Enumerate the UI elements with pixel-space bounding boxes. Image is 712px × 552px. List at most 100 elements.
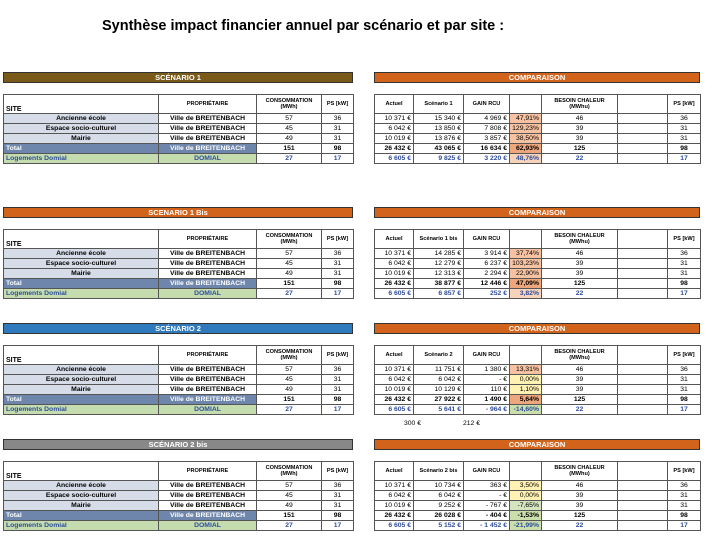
actuel-cost: 26 432 €	[374, 278, 414, 289]
site-table: SITE PROPRIÉTAIRE CONSOMMATION (MWh) PS [kW…	[3, 94, 354, 164]
heat-need: 22	[541, 288, 618, 299]
gain-percent: 62,93%	[509, 143, 542, 154]
spacer	[617, 480, 668, 491]
consumption: 57	[256, 364, 322, 375]
scenario-cost: 14 285 €	[413, 248, 464, 259]
gain-value: - 964 €	[463, 404, 510, 415]
power: 31	[667, 268, 701, 279]
table-row: Espace socio-culturel Ville de BREITENBAC…	[3, 490, 354, 501]
site-table-header: SITE PROPRIÉTAIRE CONSOMMATION (MWh) PS [kW…	[3, 345, 354, 365]
owner: Ville de BREITENBACH	[158, 143, 257, 154]
scenario-cost: 38 877 €	[413, 278, 464, 289]
spacer	[617, 268, 668, 279]
consumption: 151	[256, 510, 322, 521]
owner: DOMIAL	[158, 520, 257, 531]
table-row: Mairie Ville de BREITENBACH 49 31	[3, 268, 354, 279]
site-name: Mairie	[3, 500, 159, 511]
power: 98	[667, 278, 701, 289]
ps-header: PS [kW]	[321, 345, 354, 365]
spacer	[617, 258, 668, 269]
total-row: 26 432 €26 028 € - 404 € -1,53% 125 98	[374, 510, 701, 521]
consumption: 27	[256, 288, 322, 299]
spacer	[617, 500, 668, 511]
table-row: 6 042 €12 279 €6 237 €103,23% 39 31	[374, 258, 701, 269]
gain-percent: 47,09%	[509, 278, 542, 289]
heat-need: 125	[541, 143, 618, 154]
actuel-header: Actuel	[374, 345, 414, 365]
scenario-cost: 15 340 €	[413, 113, 464, 124]
scenario-cost: 6 042 €	[413, 490, 464, 501]
power: 31	[321, 500, 354, 511]
scenario-cost: 11 751 €	[413, 364, 464, 375]
gain-percent: 22,90%	[509, 268, 542, 279]
power: 98	[321, 278, 354, 289]
site-table: SITE PROPRIÉTAIRE CONSOMMATION (MWh) PS [kW…	[3, 229, 354, 299]
scenario-cost: 26 028 €	[413, 510, 464, 521]
actuel-cost: 10 371 €	[374, 364, 414, 375]
power: 31	[667, 133, 701, 144]
heat-need: 125	[541, 278, 618, 289]
spacer-header	[617, 345, 668, 365]
owner: Ville de BREITENBACH	[158, 248, 257, 259]
site-name: Espace socio-culturel	[3, 374, 159, 385]
actuel-cost: 10 371 €	[374, 113, 414, 124]
scenario-cost: 43 065 €	[413, 143, 464, 154]
power: 17	[321, 288, 354, 299]
table-row: Mairie Ville de BREITENBACH 49 31	[3, 500, 354, 511]
site-name: Logements Domial	[3, 153, 159, 164]
gain-value: 363 €	[463, 480, 510, 491]
extra-value: 212 €	[463, 420, 481, 427]
actuel-cost: 26 432 €	[374, 510, 414, 521]
actuel-cost: 10 371 €	[374, 248, 414, 259]
gain-percent: 3,82%	[509, 288, 542, 299]
site-header: SITE	[3, 229, 159, 249]
owner: Ville de BREITENBACH	[158, 113, 257, 124]
consumption: 27	[256, 520, 322, 531]
actuel-header: Actuel	[374, 461, 414, 481]
gain-value: 3 857 €	[463, 133, 510, 144]
comparison-table-header: Actuel Scénario 1 bis GAIN RCU BESOIN CHALE…	[374, 229, 701, 249]
scenario-cost: 5 641 €	[413, 404, 464, 415]
site-name: Mairie	[3, 133, 159, 144]
total-row: Total Ville de BREITENBACH 151 98	[3, 394, 354, 405]
comparaison-band: COMPARAISON	[374, 207, 700, 218]
pct-header	[509, 229, 542, 249]
table-row: 10 019 €13 876 €3 857 €38,50% 39 31	[374, 133, 701, 144]
spacer	[617, 153, 668, 164]
actuel-header: Actuel	[374, 229, 414, 249]
spacer	[617, 394, 668, 405]
spacer	[617, 374, 668, 385]
extra-value: 300 €	[404, 420, 422, 427]
scenario-cost: 12 279 €	[413, 258, 464, 269]
power: 17	[667, 288, 701, 299]
comparison-table-header: Actuel Scénario 1 GAIN RCU BESOIN CHALEUR (…	[374, 94, 701, 114]
owner: Ville de BREITENBACH	[158, 394, 257, 405]
site-name: Mairie	[3, 268, 159, 279]
power: 36	[667, 113, 701, 124]
gain-value: 3 220 €	[463, 153, 510, 164]
site-name: Mairie	[3, 384, 159, 395]
power: 98	[667, 510, 701, 521]
owner: DOMIAL	[158, 404, 257, 415]
gain-percent: -7,65%	[509, 500, 542, 511]
power: 17	[321, 520, 354, 531]
scenario-cost-header: Scénario 2 bis	[413, 461, 464, 481]
actuel-cost: 26 432 €	[374, 143, 414, 154]
gain-value: 16 634 €	[463, 143, 510, 154]
actuel-cost: 6 042 €	[374, 374, 414, 385]
comparison-table: Actuel Scénario 2 GAIN RCU BESOIN CHALEUR (…	[374, 345, 701, 415]
table-row: 10 371 €15 340 €4 969 €47,91% 46 36	[374, 113, 701, 124]
gain-value: - €	[463, 490, 510, 501]
power: 36	[667, 480, 701, 491]
gain-percent: -14,60%	[509, 404, 542, 415]
actuel-cost: 10 019 €	[374, 133, 414, 144]
gain-value: - 1 452 €	[463, 520, 510, 531]
gain-percent: 5,64%	[509, 394, 542, 405]
consumption: 49	[256, 384, 322, 395]
heat-need-header: BESOIN CHALEUR (MWhu)	[541, 461, 618, 481]
site-table: SITE PROPRIÉTAIRE CONSOMMATION (MWh) PS [kW…	[3, 345, 354, 415]
power: 36	[667, 364, 701, 375]
spacer-header	[617, 229, 668, 249]
pct-header	[509, 94, 542, 114]
owner: Ville de BREITENBACH	[158, 500, 257, 511]
